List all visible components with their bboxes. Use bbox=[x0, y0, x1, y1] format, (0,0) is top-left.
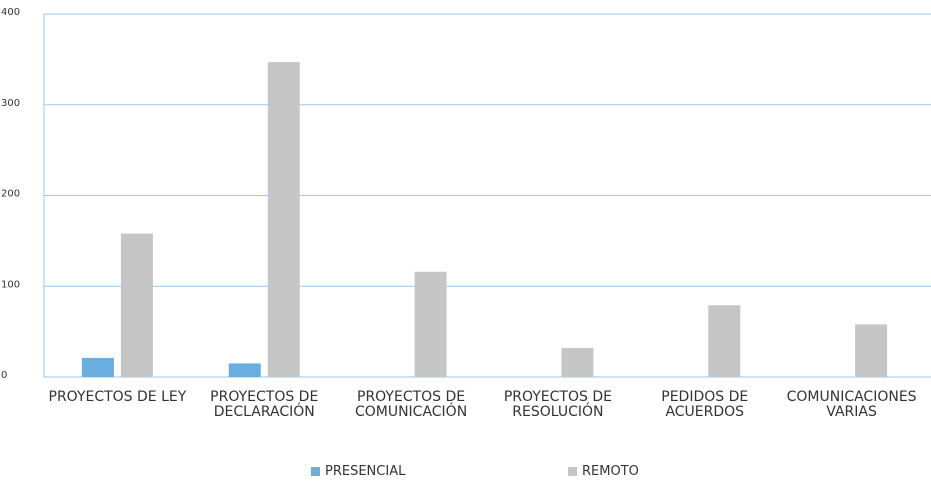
x-tick-label: PROYECTOS DE COMUNICACIÓN bbox=[354, 389, 468, 420]
x-tick-label: COMUNICACIONES VARIAS bbox=[786, 389, 917, 420]
y-tick-label: 400 bbox=[1, 7, 20, 18]
legend-label: REMOTO bbox=[582, 464, 639, 479]
legend-swatch bbox=[568, 467, 577, 476]
x-tick-label: PROYECTOS DE DECLARACIÓN bbox=[210, 389, 319, 420]
bar bbox=[855, 324, 888, 377]
y-tick-label: 300 bbox=[1, 98, 20, 109]
y-tick-label: 100 bbox=[1, 279, 20, 290]
y-tick-label: 200 bbox=[1, 189, 20, 200]
legend-item: PRESENCIAL bbox=[311, 464, 405, 479]
bar bbox=[228, 363, 261, 377]
bar bbox=[561, 347, 594, 377]
bar bbox=[414, 271, 447, 377]
legend-item: REMOTO bbox=[568, 464, 639, 479]
bar bbox=[267, 62, 300, 377]
bar bbox=[81, 357, 114, 377]
y-tick-label: 0 bbox=[1, 370, 7, 381]
legend-swatch bbox=[311, 467, 320, 476]
x-tick-label: PROYECTOS DE LEY bbox=[48, 389, 187, 405]
legend-label: PRESENCIAL bbox=[325, 464, 406, 479]
bar bbox=[708, 305, 741, 377]
x-tick-label: PEDIDOS DE ACUERDOS bbox=[661, 389, 749, 420]
bar bbox=[120, 233, 153, 377]
x-tick-label: PROYECTOS DE RESOLUCIÓN bbox=[503, 389, 612, 420]
